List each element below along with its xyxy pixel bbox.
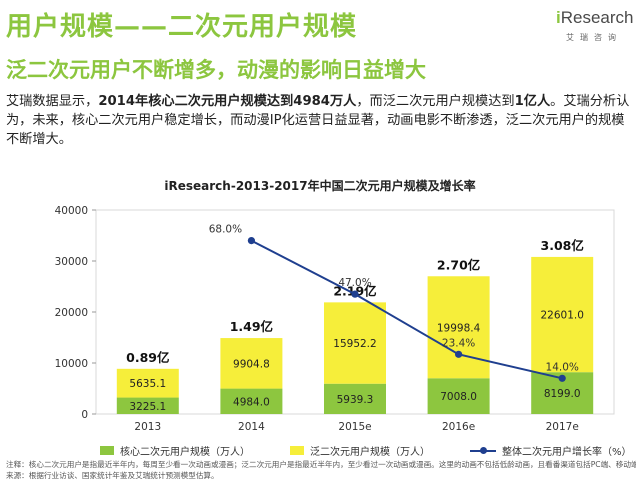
- intro-text: 。艾瑞分析认为，未来，核心二次元用户稳定增长，而动漫IP化运营日益显著，动画电影…: [6, 94, 630, 147]
- intro-text: 艾瑞数据显示，: [6, 94, 99, 109]
- y-tick-label: 30000: [55, 256, 88, 268]
- rate-label: 47.0%: [338, 277, 371, 289]
- legend-item-core: 核心二次元用户规模（万人）: [100, 443, 250, 458]
- y-tick-label: 40000: [55, 205, 88, 217]
- footnote: 注释：核心二次元用户是指最近半年内，每周至少看一次动画或漫画；泛二次元用户是指最…: [6, 459, 636, 481]
- bar-pan: [324, 302, 386, 384]
- page-subtitle: 泛二次元用户不断增多，动漫的影响日益增大: [6, 58, 426, 82]
- bar-pan: [116, 368, 179, 398]
- footnote-note: 注释：核心二次元用户是指最近半年内，每周至少看一次动画或漫画；泛二次元用户是指最…: [6, 460, 636, 469]
- bar-core-label: 4984.0: [233, 396, 270, 408]
- bar-pan: [220, 338, 283, 389]
- intro-highlight-pan: 1亿人: [514, 94, 551, 109]
- logo-i: i: [556, 8, 561, 27]
- bar-total-label: 1.49亿: [230, 319, 273, 334]
- rate-point: [558, 374, 566, 382]
- footnote-source: 来源：根据行业访谈、国家统计年鉴及艾瑞统计预测模型估算。: [6, 471, 219, 480]
- bar-pan-label: 15952.2: [333, 338, 376, 350]
- y-tick-label: 20000: [55, 307, 88, 319]
- bar-total-label: 0.89亿: [126, 350, 169, 365]
- y-tick-label: 10000: [55, 358, 88, 370]
- bar-pan-label: 5635.1: [129, 378, 166, 390]
- logo-research: Research: [560, 8, 634, 27]
- bar-pan-label: 22601.0: [540, 310, 583, 322]
- legend-swatch-core: [100, 445, 114, 455]
- legend-swatch-pan: [290, 445, 304, 455]
- bar-core: [116, 397, 179, 414]
- bar-total-label: 3.08亿: [541, 238, 584, 253]
- bar-core: [427, 378, 490, 414]
- intro-paragraph: 艾瑞数据显示，2014年核心二次元用户规模达到4984万人，而泛二次元用户规模达…: [6, 92, 636, 149]
- intro-highlight-core: 2014年核心二次元用户规模达到4984万人: [98, 94, 357, 109]
- x-tick-label: 2017e: [546, 421, 579, 433]
- rate-label: 23.4%: [442, 337, 475, 349]
- rate-point: [455, 350, 463, 358]
- chart-legend: 核心二次元用户规模（万人） 泛二次元用户规模（万人） 整体二次元用户增长率（%）: [100, 443, 640, 458]
- bar-core-label: 3225.1: [129, 401, 166, 413]
- bar-total-label: 2.70亿: [437, 257, 480, 272]
- rate-line: [250, 239, 563, 380]
- intro-text: ，而泛二次元用户规模达到: [356, 94, 515, 109]
- rate-label: 14.0%: [546, 361, 579, 373]
- legend-label-pan: 泛二次元用户规模（万人）: [310, 446, 430, 458]
- x-tick-label: 2013: [134, 421, 161, 433]
- rate-point: [351, 290, 359, 298]
- bar-pan: [427, 276, 490, 379]
- bar-core-label: 7008.0: [440, 391, 477, 403]
- bar-pan: [531, 256, 594, 373]
- y-tick-label: 0: [81, 409, 88, 421]
- legend-item-rate: 整体二次元用户增长率（%）: [470, 443, 632, 458]
- logo-chinese: 艾瑞咨询: [566, 33, 622, 42]
- iresearch-logo: iResearch 艾瑞咨询: [556, 8, 634, 52]
- chart-svg: 0 10000 20000 30000 40000 3225.1 5635.1 0.89亿 20…: [55, 205, 615, 433]
- legend-swatch-rate: [470, 446, 496, 455]
- chart-title: iResearch-2013-2017年中国二次元用户规模及增长率: [164, 179, 476, 193]
- legend-item-pan: 泛二次元用户规模（万人）: [290, 443, 430, 458]
- bar-pan-label: 9904.8: [233, 358, 270, 370]
- bar-core: [220, 388, 283, 414]
- x-tick-label: 2015e: [338, 421, 371, 433]
- logo-wordmark: iResearch: [556, 8, 634, 28]
- x-tick-label: 2016e: [442, 421, 475, 433]
- rate-label: 68.0%: [209, 224, 242, 236]
- legend-label-rate: 整体二次元用户增长率（%）: [502, 446, 632, 458]
- x-tick-label: 2014: [238, 421, 265, 433]
- page-title: 用户规模——二次元用户规模: [6, 12, 358, 42]
- legend-label-core: 核心二次元用户规模（万人）: [120, 446, 250, 458]
- bar-core: [324, 383, 386, 414]
- bar-core-label: 5939.3: [337, 394, 374, 406]
- bar-pan-label: 19998.4: [437, 322, 481, 334]
- bar-core-label: 8199.0: [544, 388, 581, 400]
- rate-point: [247, 237, 255, 245]
